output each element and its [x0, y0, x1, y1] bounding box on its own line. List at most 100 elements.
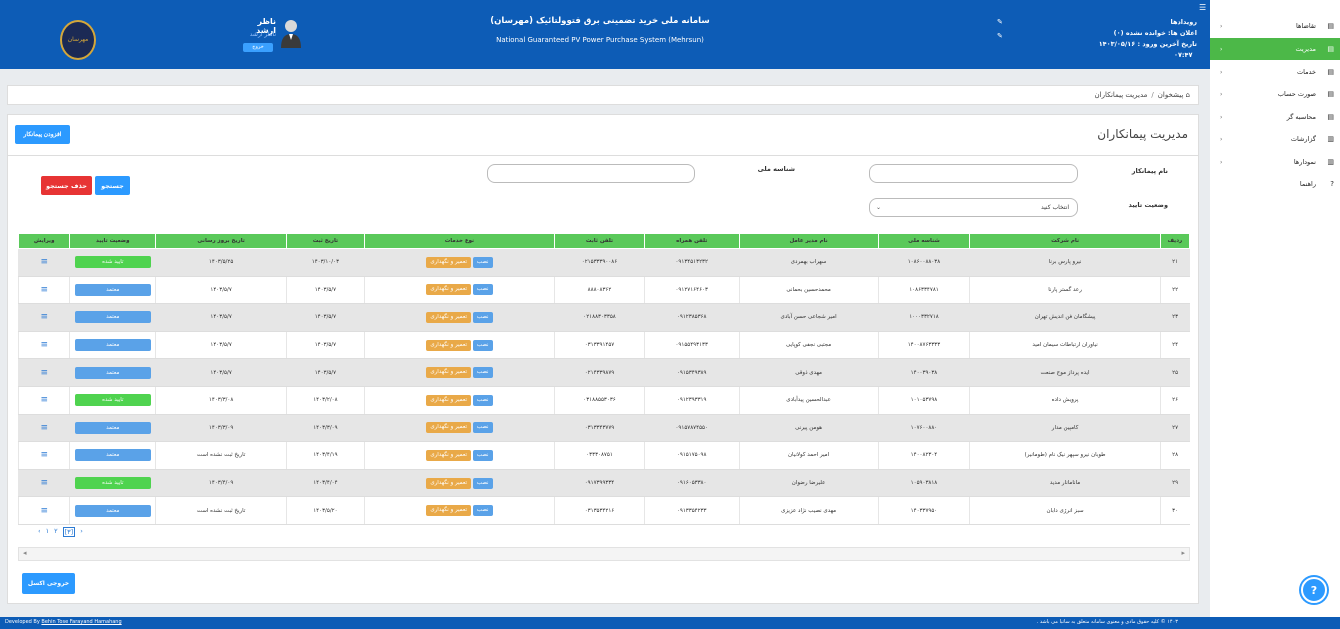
unread-notices[interactable]: اعلان ها: خوانده نشده (۰)	[1113, 29, 1197, 37]
service-repair-badge: تعمیر و نگهداری	[426, 394, 472, 406]
help-button[interactable]: ?	[1301, 577, 1327, 603]
add-contractor-button[interactable]: افزودن پیمانکار	[15, 125, 70, 144]
service-repair-badge: تعمیر و نگهداری	[426, 367, 472, 379]
status-badge[interactable]: معتمد	[74, 339, 151, 352]
service-install-badge: نصب	[472, 422, 493, 434]
search-button[interactable]: جستجو	[95, 176, 130, 195]
edit-menu-icon[interactable]: ≡	[40, 257, 48, 268]
cell-update-date: تاریخ ثبت نشده است	[155, 441, 287, 470]
page-title: مدیریت پیمانکاران	[1097, 127, 1188, 141]
pager-page-current[interactable]: [۳]	[62, 527, 76, 537]
status-badge[interactable]: تایید شده	[74, 394, 151, 407]
user-role: ناظر ارشد	[249, 31, 276, 38]
cell-reg-date: ۱۴۰۳/۵/۷	[286, 358, 365, 387]
pager-page-2[interactable]: ۲	[54, 527, 58, 535]
last-login: تاریخ آخرین ورود : ۱۴۰۳/۰۵/۱۶ ۰۷:۴۷	[1098, 40, 1197, 59]
cell-status: معتمد	[69, 441, 156, 470]
approval-status-select[interactable]: انتخاب کنید ⌄	[869, 198, 1078, 217]
service-repair-badge: تعمیر و نگهداری	[426, 477, 472, 489]
sidebar-item-reports[interactable]: ▥ گزارشات ‹	[1220, 135, 1334, 143]
cell-national-id: ۱۴۰۰۸۷۶۳۳۳۳	[877, 331, 970, 360]
sidebar-item-charts[interactable]: ▥ نمودارها ‹	[1220, 158, 1334, 166]
edit-menu-icon[interactable]: ≡	[40, 450, 48, 461]
edit-notices-icon[interactable]: ✎	[997, 32, 1003, 40]
edit-menu-icon[interactable]: ≡	[40, 367, 48, 378]
home-icon[interactable]: ⌂	[1185, 91, 1190, 99]
sidebar-item-help[interactable]: ? راهنما	[1299, 180, 1334, 188]
cell-reg-date: ۱۴۰۳/۵/۷	[286, 276, 365, 305]
scroll-right-icon[interactable]: ▸	[1181, 549, 1185, 557]
edit-menu-icon[interactable]: ≡	[40, 312, 48, 323]
breadcrumb-home[interactable]: پیشخوان	[1157, 91, 1184, 99]
cell-update-date: ۱۴۰۳/۵/۷	[155, 276, 287, 305]
sidebar-item-calculator[interactable]: ▤ محاسبه گر ‹	[1220, 113, 1334, 121]
cell-reg-date: ۱۴۰۳/۳/۰۹	[286, 414, 365, 443]
logout-button[interactable]: خروج	[243, 43, 273, 52]
cell-edit: ≡	[17, 441, 70, 470]
col-header-company: نام شرکت	[969, 233, 1161, 249]
cell-company: پیشگامان فن اندیش تهران	[969, 303, 1161, 332]
edit-menu-icon[interactable]: ≡	[40, 478, 48, 489]
events-title: رویدادها	[1170, 18, 1198, 26]
table-row: ۲۱ نیرو پارس برنا ۱۰۸۶۰۰۸۸۰۳۸ سهراب بهمردی ۰…	[17, 248, 1190, 277]
status-badge[interactable]: معتمد	[74, 421, 151, 434]
cell-mobile: ۰۹۱۳۳۵۴۲۳۳	[643, 496, 740, 525]
sidebar-item-services[interactable]: ▤ خدمات ‹	[1220, 68, 1334, 76]
status-badge[interactable]: تایید شده	[74, 477, 151, 490]
cell-phone: ۰۲۱۴۳۳۹۸۷۹	[554, 358, 645, 387]
cell-company: نیاوران ارتباطات سیمان امید	[969, 331, 1161, 360]
cell-phone: ۰۳۱۳۵۳۴۲۱۶	[554, 496, 645, 525]
cell-row-no: ۲۸	[1159, 441, 1190, 470]
cell-phone: ۰۳۱۳۳۴۳۷۷۹	[554, 414, 645, 443]
status-badge[interactable]: معتمد	[74, 504, 151, 517]
edit-menu-icon[interactable]: ≡	[40, 422, 48, 433]
cell-phone: ۸۸۸۰۸۳۶۲	[554, 276, 645, 305]
cell-company: سبز انرژی دابان	[969, 496, 1161, 525]
service-repair-badge: تعمیر و نگهداری	[426, 339, 472, 351]
cell-phone: ۰۳۱۸۸۵۵۳۰۳۶	[554, 386, 645, 415]
cell-mobile: ۰۹۱۵۷۸۷۴۵۵۰	[643, 414, 740, 443]
scroll-left-icon[interactable]: ◂	[23, 549, 27, 557]
sidebar-item-requests[interactable]: ▤ تقاضاها ‹	[1220, 22, 1334, 30]
cell-edit: ≡	[17, 386, 70, 415]
cell-services: نصب تعمیر و نگهداری	[363, 248, 555, 277]
edit-menu-icon[interactable]: ≡	[40, 340, 48, 351]
edit-menu-icon[interactable]: ≡	[40, 505, 48, 516]
status-badge[interactable]: معتمد	[74, 449, 151, 462]
edit-menu-icon[interactable]: ≡	[40, 395, 48, 406]
sidebar-item-management[interactable]: ▤ مدیریت ‹	[1210, 38, 1340, 60]
service-install-badge: نصب	[472, 284, 493, 296]
pager-next[interactable]: ›	[80, 527, 83, 535]
cell-company: ایده پرداز موج صنعت	[969, 358, 1161, 387]
edit-menu-icon[interactable]: ≡	[40, 284, 48, 295]
cell-edit: ≡	[17, 276, 70, 305]
col-header-row-no: ردیف	[1159, 233, 1191, 249]
pager-prev[interactable]: ‹	[38, 527, 41, 535]
cell-national-id: ۱۴۰۰۳۹۰۳۸	[877, 358, 970, 387]
edit-events-icon[interactable]: ✎	[997, 18, 1003, 26]
chevron-icon: ‹	[1220, 135, 1223, 143]
cell-company: نیرو پارس برنا	[969, 248, 1161, 277]
contractor-name-input[interactable]	[869, 164, 1078, 183]
status-badge[interactable]: معتمد	[74, 311, 151, 324]
list-icon: ▤	[1327, 68, 1334, 76]
national-id-input[interactable]	[487, 164, 695, 183]
status-badge[interactable]: معتمد	[74, 283, 151, 296]
chevron-icon: ‹	[1220, 90, 1223, 98]
menu-toggle-icon[interactable]: ☰	[1199, 3, 1207, 12]
status-badge[interactable]: معتمد	[74, 366, 151, 379]
developer-link[interactable]: Behin Tose Farayand Hamahang	[41, 619, 122, 625]
horizontal-scrollbar[interactable]: ◂ ▸	[18, 547, 1190, 561]
chevron-icon: ‹	[1220, 158, 1223, 166]
clear-search-button[interactable]: حذف جستجو	[41, 176, 92, 195]
cell-mobile: ۰۹۱۲۳۸۵۳۶۸	[643, 303, 740, 332]
sidebar-item-invoice[interactable]: ▤ صورت حساب ‹	[1220, 90, 1334, 98]
cell-national-id: ۱۰۷۶۰۰۸۸۰	[877, 414, 970, 443]
excel-export-button[interactable]: خروجی اکسل	[22, 573, 75, 594]
service-install-badge: نصب	[472, 339, 493, 351]
pager-page-1[interactable]: ۱	[45, 527, 50, 535]
cell-edit: ≡	[17, 496, 70, 525]
status-badge[interactable]: تایید شده	[74, 256, 151, 269]
user-name: ناظر ارشد	[256, 17, 276, 35]
col-header-reg-date: تاریخ ثبت	[286, 233, 365, 249]
